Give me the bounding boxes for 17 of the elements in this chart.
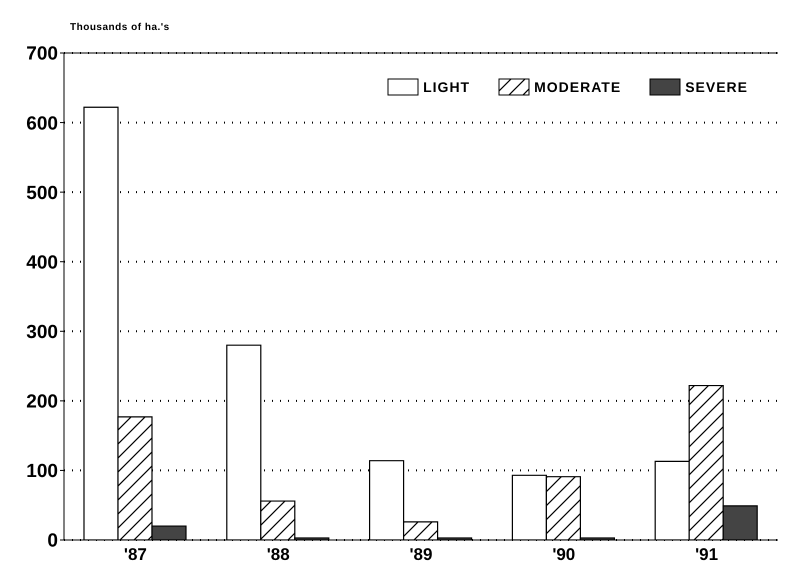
legend-label: MODERATE xyxy=(534,79,622,95)
y-tick-label: 200 xyxy=(26,392,58,413)
y-tick-label: 0 xyxy=(47,530,58,552)
y-tick-label: 700 xyxy=(26,44,58,65)
x-tick-label: '90 xyxy=(552,545,576,564)
y-tick-label: 600 xyxy=(26,113,58,134)
x-tick-label: '91 xyxy=(695,545,718,564)
y-tick-label: 100 xyxy=(26,461,58,482)
y-axis-title: Thousands of ha.'s xyxy=(70,22,170,33)
y-tick-label: 500 xyxy=(26,182,58,204)
legend-label: LIGHT xyxy=(423,79,470,95)
legend-label: SEVERE xyxy=(685,79,748,95)
y-tick-label: 300 xyxy=(26,322,58,344)
x-tick-label: '89 xyxy=(410,545,432,564)
y-tick-label: 400 xyxy=(26,252,58,274)
x-tick-label: '88 xyxy=(266,545,290,564)
x-tick-label: '87 xyxy=(124,545,147,564)
